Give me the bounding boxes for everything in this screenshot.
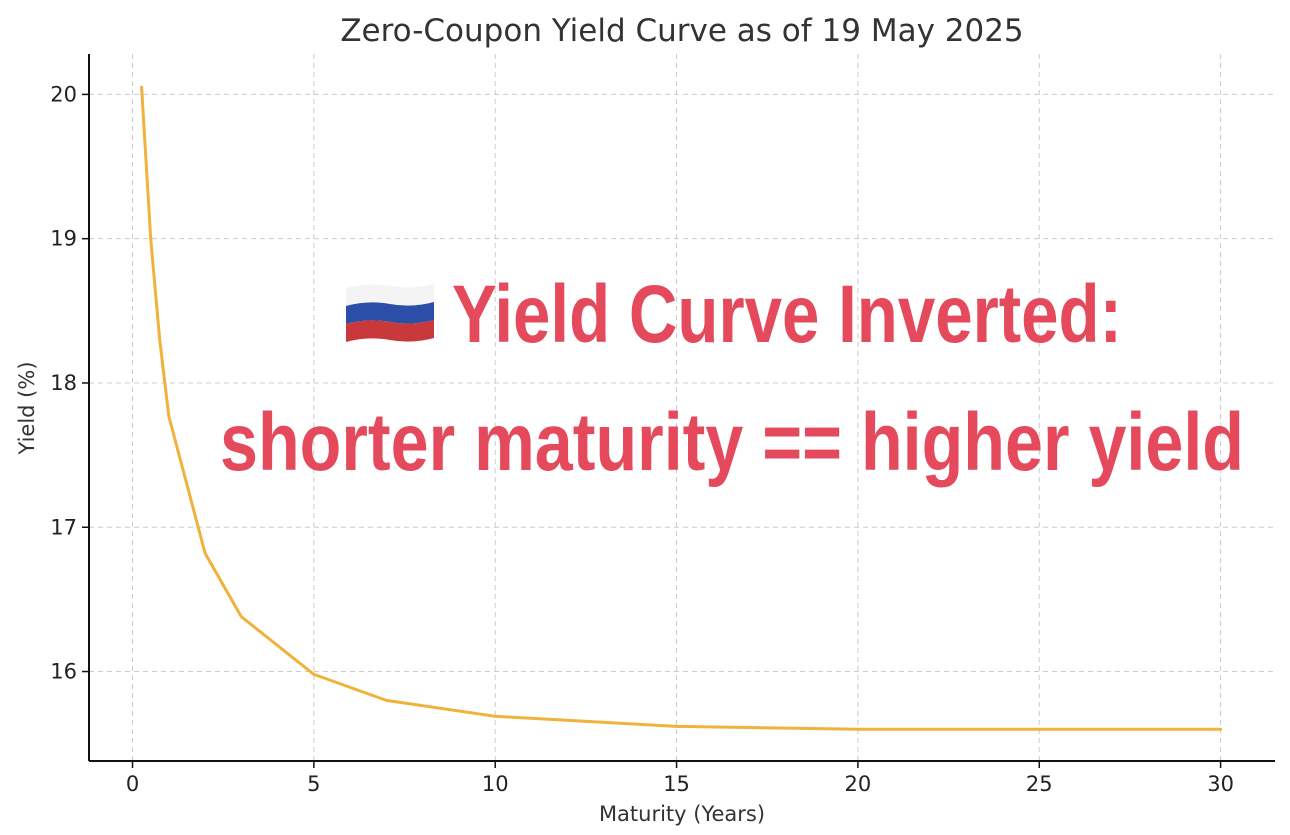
x-axis-label: Maturity (Years) <box>599 802 765 826</box>
x-tick-label-5: 5 <box>307 772 320 796</box>
series-layer <box>140 85 1223 731</box>
y-tick-label-16: 16 <box>50 660 77 684</box>
x-tick-label-30: 30 <box>1207 772 1234 796</box>
x-axis-ticks: 0 5 10 15 20 25 30 <box>126 761 1234 796</box>
flag-white-stripe <box>346 284 434 306</box>
y-tick-label-17: 17 <box>50 515 77 539</box>
y-tick-label-18: 18 <box>50 371 77 395</box>
chart-title: Zero-Coupon Yield Curve as of 19 May 202… <box>340 13 1023 49</box>
x-tick-label-20: 20 <box>845 772 872 796</box>
axes <box>88 54 1275 762</box>
series-line-0 <box>140 85 1223 731</box>
x-tick-label-0: 0 <box>126 772 139 796</box>
x-tick-label-15: 15 <box>663 772 690 796</box>
annotation-line-1: Yield Curve Inverted: <box>452 269 1122 360</box>
y-tick-label-20: 20 <box>50 82 77 106</box>
inversion-annotation: Yield Curve Inverted: shorter maturity =… <box>220 269 1244 488</box>
y-tick-label-19: 19 <box>50 227 77 251</box>
x-tick-label-25: 25 <box>1026 772 1053 796</box>
y-axis-ticks: 16 17 18 19 20 <box>50 82 89 684</box>
y-axis-label: Yield (%) <box>15 361 39 455</box>
grid <box>89 54 1275 761</box>
flag-red-stripe <box>346 320 434 342</box>
annotation-line-2: shorter maturity == higher yield <box>220 397 1244 488</box>
russia-flag-icon <box>346 284 434 342</box>
x-tick-label-10: 10 <box>482 772 509 796</box>
flag-blue-stripe <box>346 302 434 324</box>
